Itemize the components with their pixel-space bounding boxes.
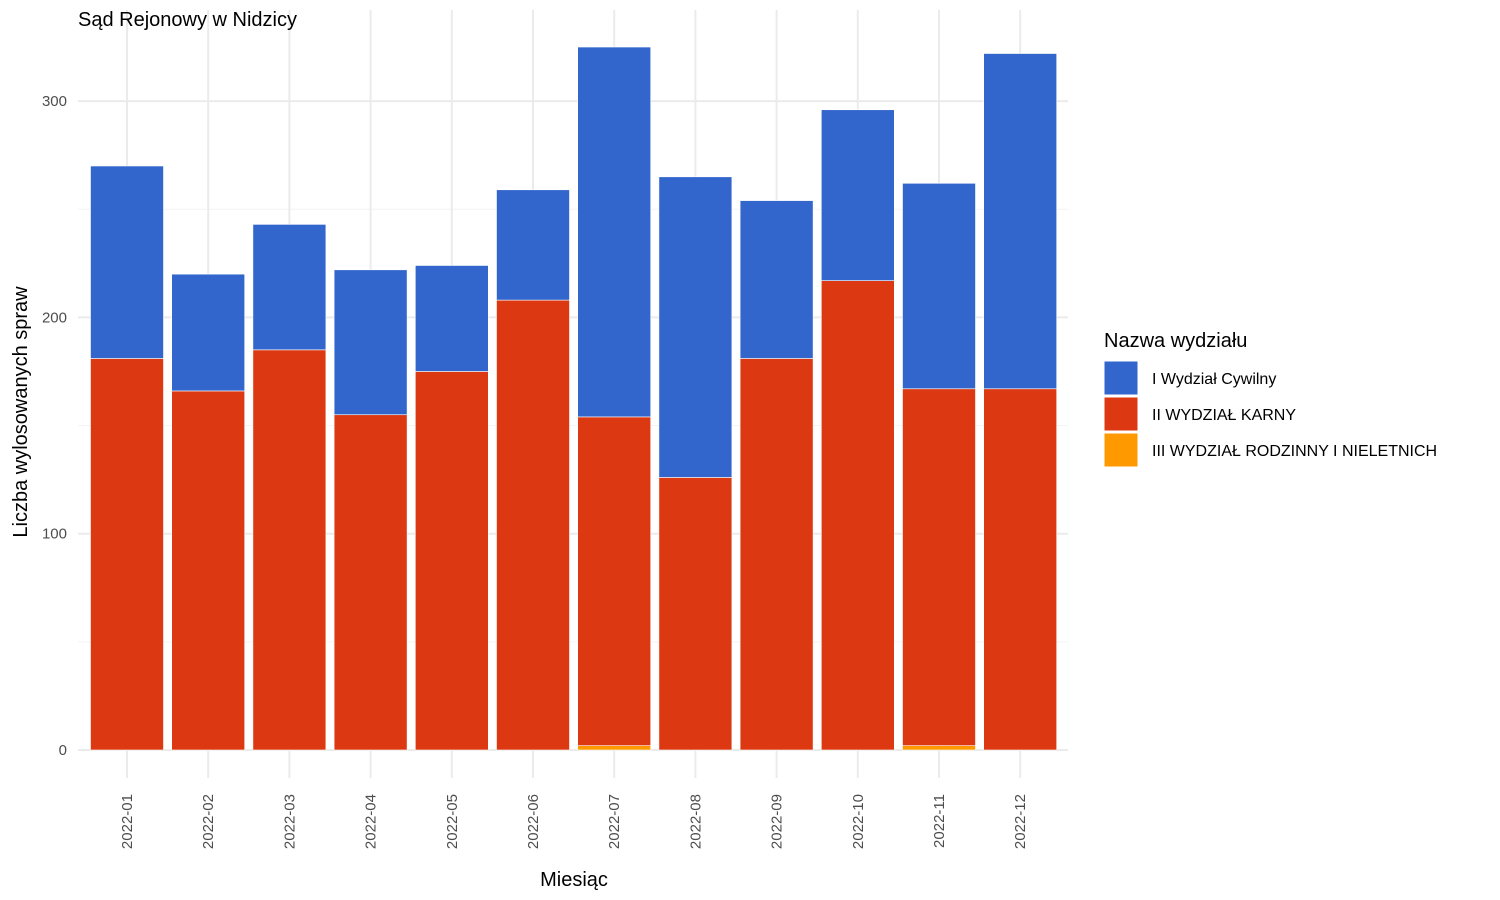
x-tick-label: 2022-08 bbox=[687, 794, 704, 849]
y-tick-label: 300 bbox=[42, 93, 67, 110]
legend-label: II WYDZIAŁ KARNY bbox=[1152, 407, 1296, 424]
bar-segment bbox=[658, 176, 733, 478]
bar-segment bbox=[90, 358, 164, 751]
bar-segment bbox=[171, 390, 245, 751]
bar-segment bbox=[252, 349, 327, 751]
bar-segment bbox=[902, 182, 976, 390]
bar-segment bbox=[252, 224, 327, 351]
x-tick-label: 2022-03 bbox=[281, 794, 298, 849]
legend: Nazwa wydziału I Wydział Cywilny II WYDZI… bbox=[1103, 330, 1437, 468]
bar-segment bbox=[739, 200, 814, 359]
x-tick-label: 2022-05 bbox=[444, 794, 461, 849]
bar-segment bbox=[820, 109, 895, 281]
x-axis-title: Miesiąc bbox=[540, 869, 608, 891]
legend-label: III WYDZIAŁ RODZINNY I NIELETNICH bbox=[1152, 443, 1437, 460]
x-tick-label: 2022-09 bbox=[769, 794, 786, 849]
bar-segment bbox=[171, 273, 245, 392]
x-tick-label: 2022-11 bbox=[931, 794, 948, 848]
x-tick-label: 2022-06 bbox=[525, 794, 542, 849]
y-tick-label: 0 bbox=[59, 742, 67, 759]
y-axis-ticks: 0 100 200 300 bbox=[42, 93, 67, 759]
x-axis-ticks: 2022-01 2022-02 2022-03 2022-04 2022-05 2022-… bbox=[119, 794, 1029, 849]
chart-title: Sąd Rejonowy w Nidzicy bbox=[78, 9, 297, 31]
x-tick-label: 2022-01 bbox=[119, 794, 136, 849]
bar-segment bbox=[820, 280, 895, 751]
bar-segment bbox=[577, 46, 652, 418]
y-tick-label: 100 bbox=[42, 526, 67, 543]
bar-segment bbox=[414, 265, 489, 372]
x-tick-label: 2022-12 bbox=[1012, 794, 1029, 849]
bar-segment bbox=[496, 299, 570, 751]
bar-segment bbox=[902, 388, 976, 746]
bar-segment bbox=[333, 414, 408, 751]
bar-segment bbox=[90, 165, 164, 359]
bar-segment bbox=[414, 371, 489, 751]
legend-swatch bbox=[1103, 396, 1139, 432]
legend-title: Nazwa wydziału bbox=[1104, 330, 1247, 352]
bar-segment bbox=[902, 745, 976, 751]
legend-swatch bbox=[1103, 432, 1139, 468]
bar-segment bbox=[983, 388, 1058, 751]
legend-label: I Wydział Cywilny bbox=[1152, 371, 1276, 388]
y-tick-label: 200 bbox=[42, 309, 67, 326]
bar-segment bbox=[983, 53, 1058, 390]
x-tick-label: 2022-07 bbox=[606, 794, 623, 849]
x-tick-label: 2022-04 bbox=[363, 794, 380, 849]
y-axis-title: Liczba wylosowanych spraw bbox=[10, 286, 32, 538]
bar-segment bbox=[658, 477, 733, 751]
bar-segment bbox=[577, 416, 652, 746]
bar-segment bbox=[739, 358, 814, 751]
bar-segment bbox=[496, 189, 570, 301]
bar-segment bbox=[577, 745, 652, 751]
bars bbox=[90, 46, 1058, 751]
bar-segment bbox=[333, 269, 408, 416]
x-tick-label: 2022-02 bbox=[200, 794, 217, 849]
legend-swatch bbox=[1103, 360, 1139, 396]
x-tick-label: 2022-10 bbox=[850, 794, 867, 849]
